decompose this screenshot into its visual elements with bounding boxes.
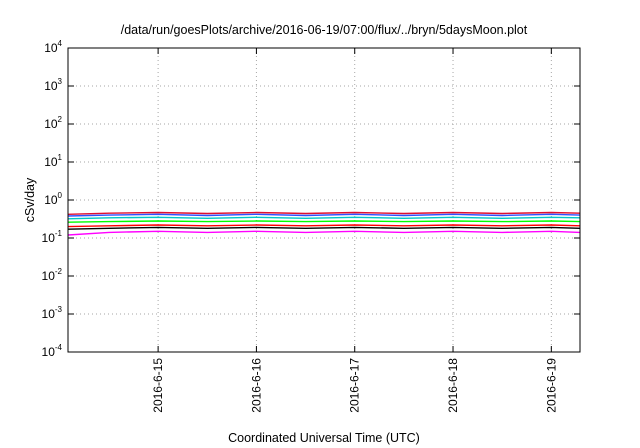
y-tick-label: 101 xyxy=(44,153,62,169)
series-line-7 xyxy=(67,211,581,215)
y-tick-label: 104 xyxy=(44,39,62,55)
y-tick-label: 102 xyxy=(44,115,62,131)
series-line-6 xyxy=(67,213,581,217)
x-tick-label: 2016-6-16 xyxy=(249,358,263,413)
y-tick-label: 10-2 xyxy=(42,267,63,283)
y-tick-label: 10-3 xyxy=(42,305,63,321)
x-tick-label: 2016-6-17 xyxy=(348,358,362,413)
x-axis-label: Coordinated Universal Time (UTC) xyxy=(228,431,420,445)
y-tick-label: 100 xyxy=(44,191,62,207)
y-tick-label: 103 xyxy=(44,77,62,93)
x-tick-label: 2016-6-15 xyxy=(151,358,165,413)
series-group xyxy=(67,211,581,236)
grid xyxy=(68,48,580,352)
y-axis-label: cSv/day xyxy=(23,177,37,222)
series-line-3 xyxy=(67,224,581,228)
series-line-1 xyxy=(67,230,581,236)
y-tick-label: 10-4 xyxy=(42,343,63,359)
x-tick-label: 2016-6-18 xyxy=(446,358,460,413)
series-line-2 xyxy=(67,226,581,230)
y-tick-label: 10-1 xyxy=(42,229,63,245)
series-line-5 xyxy=(67,216,581,220)
chart-title: /data/run/goesPlots/archive/2016-06-19/0… xyxy=(121,23,528,37)
x-tick-label: 2016-6-19 xyxy=(544,358,558,413)
y-axis-ticks: 10-4 10-3 10-2 10-1 100 101 102 103 104 xyxy=(42,39,580,359)
series-line-4 xyxy=(67,220,581,223)
x-axis-ticks: 2016-6-15 2016-6-16 2016-6-17 2016-6-18 2016… xyxy=(151,48,558,413)
